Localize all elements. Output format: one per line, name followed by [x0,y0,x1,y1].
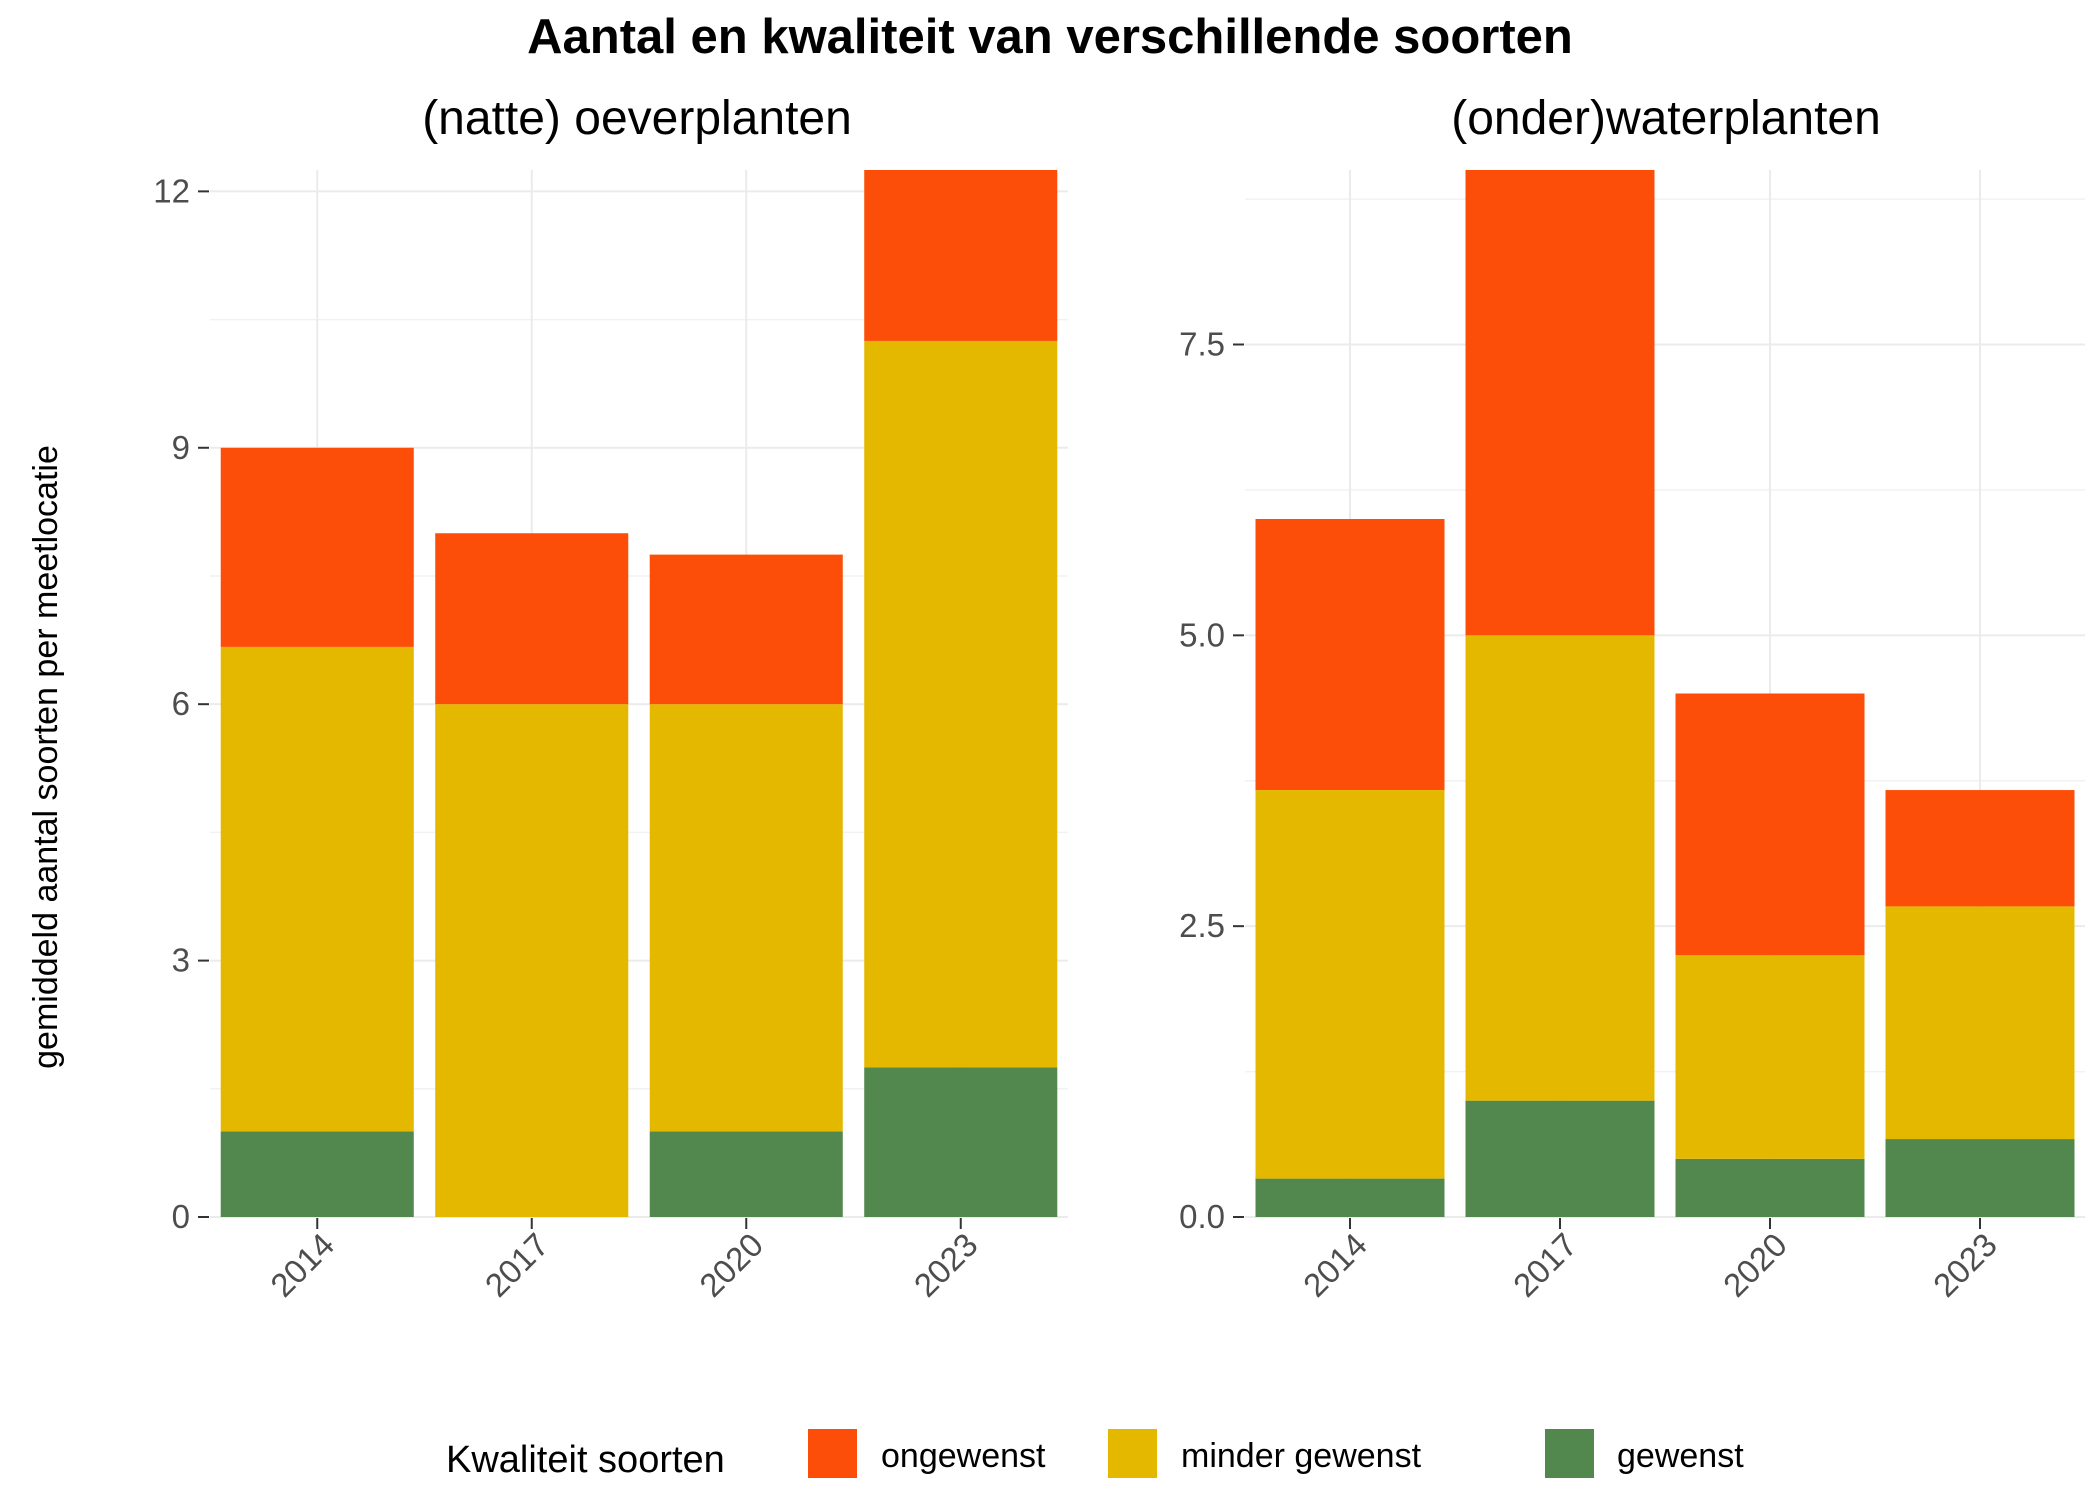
bar-ongewenst-2020 [649,554,843,705]
bar-ongewenst-2023 [1885,790,2075,907]
y-tick-label: 12 [153,172,190,209]
y-tick-label: 5.0 [1179,616,1225,653]
x-tick-label: 2014 [263,1226,341,1304]
x-tick-label: 2020 [692,1226,770,1304]
legend-label-gewenst: gewenst [1617,1437,1744,1475]
y-tick-label: 9 [172,429,190,466]
bar-minder-gewenst-2020 [1675,955,1865,1159]
legend-key-gewenst [1545,1429,1594,1478]
x-axis: 2014 2017 2020 2023 [1296,1218,2004,1304]
x-tick-label: 2020 [1716,1226,1794,1304]
panel-waterplanten: (onder)waterplanten 0.0 2.5 5.0 7.5 2014 2017… [1179,92,2085,1304]
bar-minder-gewenst-2020 [649,704,843,1132]
bar-gewenst-2017 [1465,1100,1655,1217]
bar-gewenst-2014 [220,1131,414,1217]
legend-key-minder-gewenst [1108,1429,1157,1478]
y-tick-label: 2.5 [1179,907,1225,944]
bar-ongewenst-2017 [435,533,629,705]
y-tick-label: 3 [172,942,190,979]
y-axis: 0 3 6 9 12 [153,172,209,1235]
bar-ongewenst-2020 [1675,693,1865,956]
bar-gewenst-2014 [1255,1178,1445,1217]
bars [1255,170,2075,1217]
chart-title: Aantal en kwaliteit van verschillende so… [527,10,1573,64]
y-axis-title: gemiddeld aantal soorten per meetlocatie [27,445,65,1069]
bar-ongewenst-2023 [864,170,1058,341]
y-tick-label: 0 [172,1198,190,1235]
bar-ongewenst-2017 [1465,170,1655,636]
bar-minder-gewenst-2017 [435,704,629,1217]
x-tick-label: 2017 [478,1226,556,1304]
bar-gewenst-2020 [649,1131,843,1217]
x-tick-label: 2017 [1506,1226,1584,1304]
y-tick-label: 6 [172,685,190,722]
bar-ongewenst-2014 [220,447,414,647]
bar-minder-gewenst-2014 [1255,790,1445,1179]
bar-gewenst-2020 [1675,1158,1865,1217]
bar-minder-gewenst-2014 [220,646,414,1132]
legend-title: Kwaliteit soorten [446,1439,725,1481]
bar-gewenst-2023 [864,1067,1058,1217]
bar-minder-gewenst-2023 [864,340,1058,1068]
panel-title-waterplanten: (onder)waterplanten [1451,92,1881,145]
bar-minder-gewenst-2023 [1885,906,2075,1140]
y-tick-label: 7.5 [1179,326,1225,363]
bar-ongewenst-2014 [1255,519,1445,791]
bar-minder-gewenst-2017 [1465,635,1655,1101]
bar-gewenst-2023 [1885,1139,2075,1217]
x-tick-label: 2014 [1296,1226,1374,1304]
legend-label-minder-gewenst: minder gewenst [1181,1437,1422,1475]
legend-key-ongewenst [808,1429,857,1478]
x-tick-label: 2023 [1926,1226,2004,1304]
legend: Kwaliteit soorten ongewenst minder gewens… [446,1429,1744,1481]
x-tick-label: 2023 [907,1226,985,1304]
y-axis: 0.0 2.5 5.0 7.5 [1179,326,1244,1235]
x-axis: 2014 2017 2020 2023 [263,1218,985,1304]
panel-title-oeverplanten: (natte) oeverplanten [422,92,852,145]
legend-label-ongewenst: ongewenst [881,1437,1046,1475]
y-tick-label: 0.0 [1179,1198,1225,1235]
bars [220,170,1058,1217]
